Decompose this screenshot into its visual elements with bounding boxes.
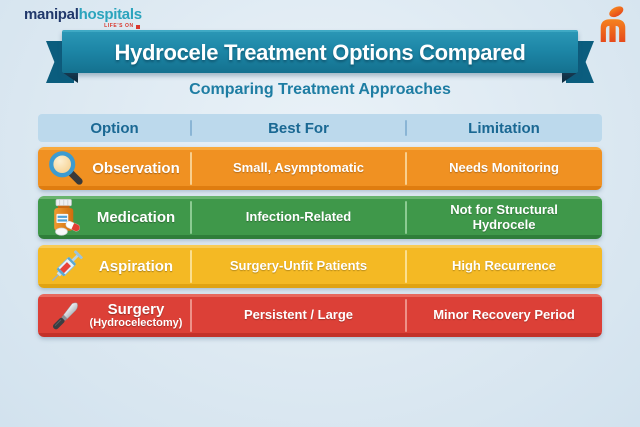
limitation-value: Not for Structural Hydrocele — [450, 201, 558, 232]
logo-word-manipal: manipal — [24, 6, 79, 23]
ribbon-underfold-right — [562, 72, 578, 83]
option-label: Observation — [92, 159, 180, 177]
row-divider — [190, 250, 192, 283]
option-label: Medication — [96, 208, 176, 226]
limitation-value: High Recurrence — [451, 258, 557, 274]
scalpel-icon — [45, 296, 87, 336]
row-divider — [405, 201, 407, 234]
header-best-for: Best For — [268, 119, 329, 137]
limitation-value: Needs Monitoring — [449, 160, 559, 176]
best-for-value: Small, Asymptomatic — [232, 160, 364, 176]
table-header-row: Option Best For Limitation — [38, 114, 602, 142]
logo-tagline-square — [135, 24, 140, 29]
header-divider — [405, 120, 407, 136]
option-label: Surgery (Hydrocelectomy) — [89, 300, 183, 329]
manipal-emblem-icon — [596, 4, 630, 49]
table-row-aspiration: Aspiration Surgery-Unfit Patients High R… — [38, 245, 602, 288]
table-row-surgery: Surgery (Hydrocelectomy) Persistent / La… — [38, 294, 602, 337]
row-divider — [190, 152, 192, 185]
best-for-value: Persistent / Large — [243, 307, 354, 323]
magnifier-icon — [45, 150, 87, 188]
row-divider — [190, 299, 192, 332]
table-row-observation: Observation Small, Asymptomatic Needs Mo… — [38, 147, 602, 190]
header-option: Option — [90, 119, 139, 137]
option-label: Aspiration — [98, 257, 174, 275]
header-limitation: Limitation — [468, 119, 540, 137]
best-for-value: Surgery-Unfit Patients — [229, 258, 368, 274]
treatment-comparison-table: Option Best For Limitation — [38, 114, 602, 343]
best-for-value: Infection-Related — [245, 209, 352, 225]
header-divider — [190, 120, 192, 136]
manipal-hospitals-logo: manipalhospitals LIFE'S ON — [24, 7, 142, 29]
logo-word-hospitals: hospitals — [78, 6, 142, 23]
page-title: Hydrocele Treatment Options Compared — [114, 39, 526, 65]
row-divider — [405, 250, 407, 283]
page-subtitle: Comparing Treatment Approaches — [189, 81, 451, 98]
logo-tagline: LIFE'S ON — [104, 23, 134, 29]
row-divider — [190, 201, 192, 234]
medicine-bottle-icon — [45, 198, 87, 238]
limitation-value: Minor Recovery Period — [433, 307, 575, 323]
syringe-icon — [45, 246, 87, 288]
title-banner: Hydrocele Treatment Options Compared — [62, 30, 578, 73]
row-divider — [405, 152, 407, 185]
table-row-medication: Medication Infection-Related Not for Str… — [38, 196, 602, 239]
row-divider — [405, 299, 407, 332]
ribbon-underfold-left — [62, 72, 78, 83]
